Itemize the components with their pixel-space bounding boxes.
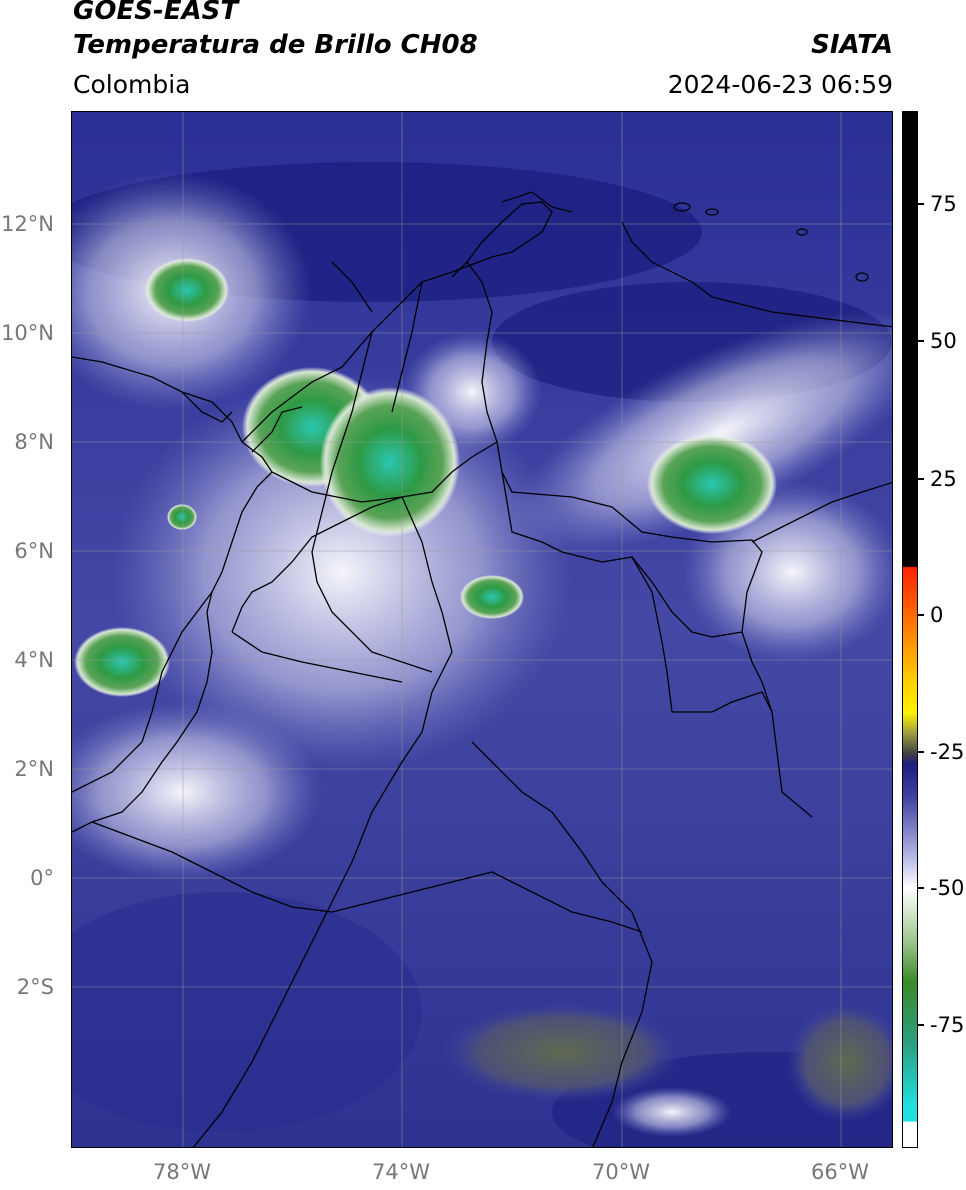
lat-label: 8°N [14, 430, 54, 454]
datetime-label: 2024-06-23 06:59 [667, 70, 893, 99]
colorbar-tick [918, 887, 924, 889]
lat-label: 0° [30, 866, 54, 890]
title-satellite: GOES-EAST [73, 0, 239, 26]
colorbar-label: -50 [930, 876, 965, 900]
convective-cloud-cores [74, 258, 777, 697]
title-product: Temperatura de Brillo CH08 [73, 30, 478, 60]
country-borders [72, 201, 892, 1147]
lat-label: 10°N [1, 321, 54, 345]
lon-label: 70°W [592, 1160, 650, 1184]
lat-label: 6°N [14, 539, 54, 563]
satellite-map[interactable] [71, 111, 893, 1148]
region-label: Colombia [73, 70, 191, 99]
colorbar-tick [918, 751, 924, 753]
colorbar-label: 50 [930, 329, 957, 353]
lat-label: 2°S [16, 975, 54, 999]
colorbar-tick [918, 478, 924, 480]
colorbar-label: 0 [930, 603, 944, 627]
high-cloud-areas [72, 172, 892, 1137]
colorbar-label: 25 [930, 467, 957, 491]
coastline-islands [501, 191, 892, 328]
lat-label: 2°N [14, 757, 54, 781]
lon-label: 78°W [153, 1160, 211, 1184]
colorbar-tick [918, 340, 924, 342]
colorbar-label: -75 [930, 1013, 965, 1037]
colorbar-label: 75 [930, 192, 957, 216]
source-label: SIATA [811, 30, 893, 60]
colorbar-tick [918, 203, 924, 205]
colorbar-tick [918, 1024, 924, 1026]
lat-label: 12°N [1, 212, 54, 236]
gridlines [72, 112, 892, 1147]
lon-label: 74°W [372, 1160, 430, 1184]
colorbar [902, 111, 918, 1148]
colorbar-tick [918, 614, 924, 616]
lat-label: 4°N [14, 648, 54, 672]
lon-label: 66°W [811, 1160, 869, 1184]
colorbar-label: -25 [930, 740, 965, 764]
